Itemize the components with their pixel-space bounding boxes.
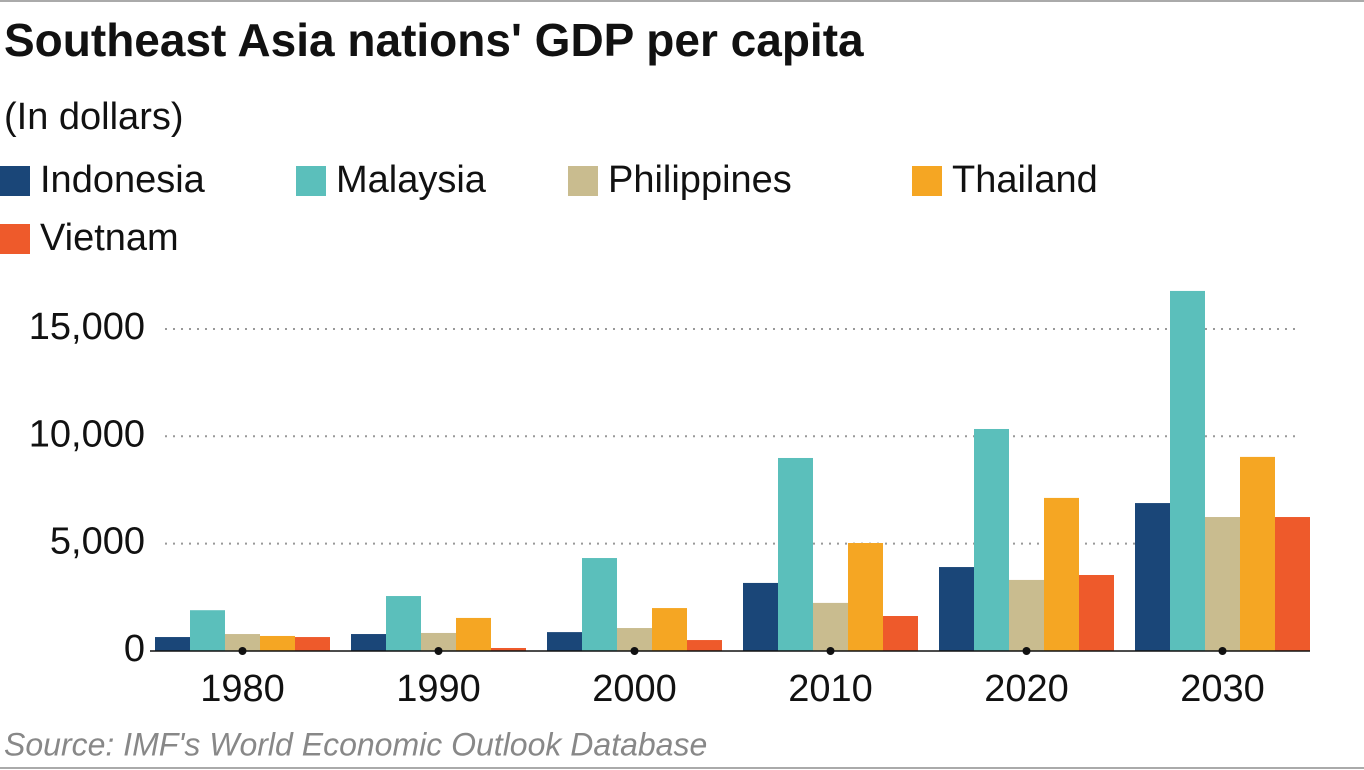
x-tick-label: 2000: [592, 668, 677, 710]
y-tick-label: 15,000: [29, 306, 145, 348]
legend-label: Vietnam: [40, 217, 179, 259]
legend-label: Indonesia: [40, 159, 206, 201]
bar: [848, 543, 883, 651]
legend-swatch: [0, 166, 30, 196]
bar: [617, 628, 652, 651]
bar: [1044, 497, 1079, 651]
x-tick-label: 1980: [200, 668, 285, 710]
bar: [743, 582, 778, 651]
legend-label: Malaysia: [336, 159, 487, 201]
legend-swatch: [568, 166, 598, 196]
bar: [974, 428, 1009, 651]
y-tick-label: 0: [124, 628, 145, 670]
bar: [547, 632, 582, 651]
legend-swatch: [296, 166, 326, 196]
bar: [1240, 456, 1275, 651]
legend-swatch: [912, 166, 942, 196]
x-tick-label: 2030: [1180, 668, 1265, 710]
bar: [1135, 503, 1170, 651]
bar: [687, 640, 722, 651]
bar: [1275, 517, 1310, 651]
bar: [778, 457, 813, 651]
bar: [295, 637, 330, 651]
bar: [225, 634, 260, 651]
y-tick-label: 10,000: [29, 413, 145, 455]
bar: [1205, 517, 1240, 651]
bar: [652, 608, 687, 651]
chart-title: Southeast Asia nations' GDP per capita: [4, 14, 864, 66]
bar: [260, 635, 295, 651]
x-tick-label: 2010: [788, 668, 873, 710]
bar: [456, 617, 491, 651]
x-tick-label: 2020: [984, 668, 1069, 710]
legend-label: Thailand: [952, 159, 1098, 201]
x-tick-label: 1990: [396, 668, 481, 710]
chart-subtitle: (In dollars): [4, 96, 184, 138]
y-tick-label: 5,000: [50, 521, 145, 563]
legend-swatch: [0, 224, 30, 254]
bar: [1079, 574, 1114, 651]
bar: [491, 647, 526, 651]
source-note: Source: IMF's World Economic Outlook Dat…: [4, 726, 707, 762]
bar: [582, 558, 617, 651]
legend-label: Philippines: [608, 159, 792, 201]
bar: [351, 634, 386, 651]
bar: [813, 602, 848, 651]
bar: [190, 610, 225, 651]
bar: [939, 567, 974, 651]
bar: [155, 637, 190, 651]
bar: [386, 596, 421, 651]
bar: [883, 616, 918, 651]
bar: [421, 632, 456, 651]
bar: [1170, 290, 1205, 651]
bar: [1009, 579, 1044, 651]
